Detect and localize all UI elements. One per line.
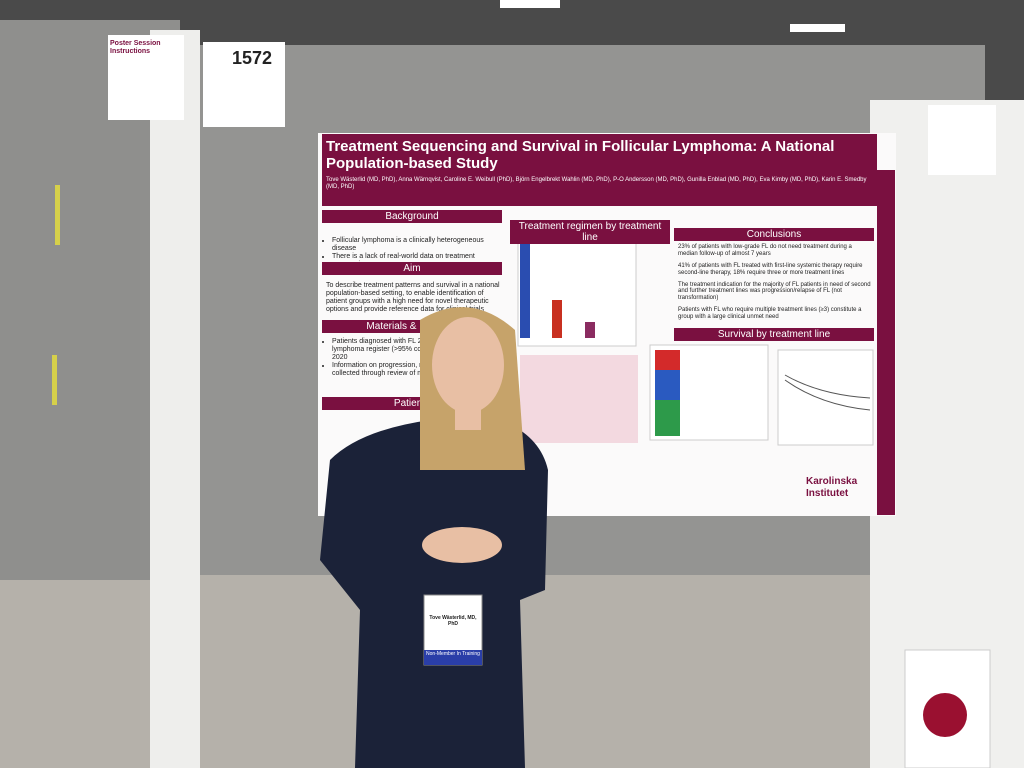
section-heading: Survival by treatment line [674,328,874,341]
board-number: 1572 [232,48,273,68]
section-heading: Treatment regimen by treatment line [510,220,670,244]
conclusion: Patients with FL who require multiple tr… [678,307,862,321]
conclusion: The treatment indication for the majorit… [678,281,871,302]
bullet: Follicular lymphoma is a clinically hete… [332,237,507,253]
section-heading: Aim [322,262,502,275]
conclusions: 23% of patients with low-grade FL do not… [678,244,873,321]
badge-status: Non-Member In Training [426,651,480,657]
conclusion: 41% of patients with FL treated with fir… [678,262,863,276]
bullet: Information on progression, relapse and … [332,362,507,378]
aim-text: To describe treatment patterns and survi… [326,282,500,314]
institution: Karolinska Institutet [806,476,858,499]
poster-title: Treatment Sequencing and Survival in Fol… [326,138,835,173]
bullet: Patients diagnosed with FL 2007-2014 in … [332,338,507,362]
bullets: Patients diagnosed with FL 2007-2014 in … [322,338,507,378]
section-heading: Background [322,210,502,223]
section-heading: Conclusions [674,228,874,241]
authors: Tove Wästerlid (MD, PhD), Anna Wärnqvist… [326,177,867,190]
sign-title: Poster Session Instructions [110,40,161,56]
badge-name: Tove Wästerlid, MD, PhD [429,615,477,627]
conclusion: 23% of patients with low-grade FL do not… [678,244,852,257]
